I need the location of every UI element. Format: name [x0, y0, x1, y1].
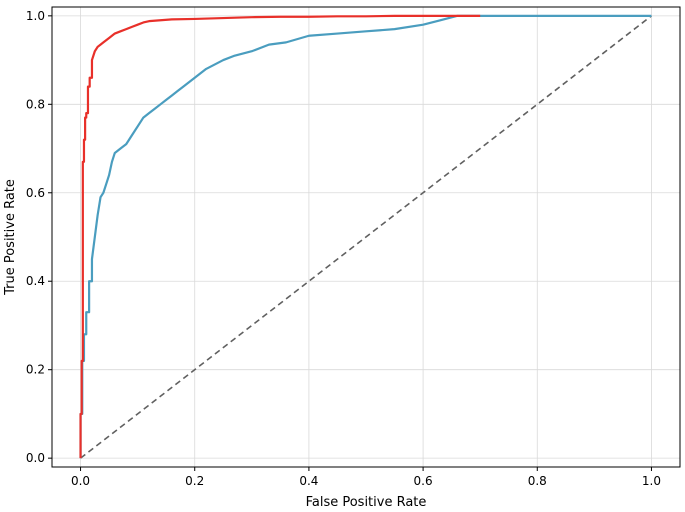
x-tick-label-4: 0.8	[528, 474, 547, 488]
x-tick-label-1: 0.2	[185, 474, 204, 488]
y-tick-label-5: 1.0	[26, 9, 45, 23]
chance-diagonal-line	[80, 15, 652, 459]
plot-frame	[51, 6, 681, 468]
y-axis-label: True Positive Rate	[3, 179, 18, 296]
roc-curve-red	[79, 14, 481, 459]
x-axis-label: False Positive Rate	[306, 495, 427, 510]
roc-curve-blue	[79, 14, 652, 459]
y-tick-label-4: 0.8	[26, 97, 45, 111]
y-tick-label-1: 0.2	[26, 363, 45, 377]
series-layer	[79, 14, 652, 459]
x-tick-label-0: 0.0	[71, 474, 90, 488]
x-tick-label-2: 0.4	[299, 474, 318, 488]
y-tick-label-0: 0.0	[26, 451, 45, 465]
x-tick-label-5: 1.0	[642, 474, 661, 488]
tick-layer: 0.0 0.2 0.4 0.6 0.8 1.0 0.0 0.2 0.4 0.6 0.8 1.0	[26, 9, 661, 488]
y-tick-label-2: 0.4	[26, 274, 45, 288]
grid-layer	[52, 7, 680, 467]
x-tick-label-3: 0.6	[414, 474, 433, 488]
y-tick-label-3: 0.6	[26, 186, 45, 200]
